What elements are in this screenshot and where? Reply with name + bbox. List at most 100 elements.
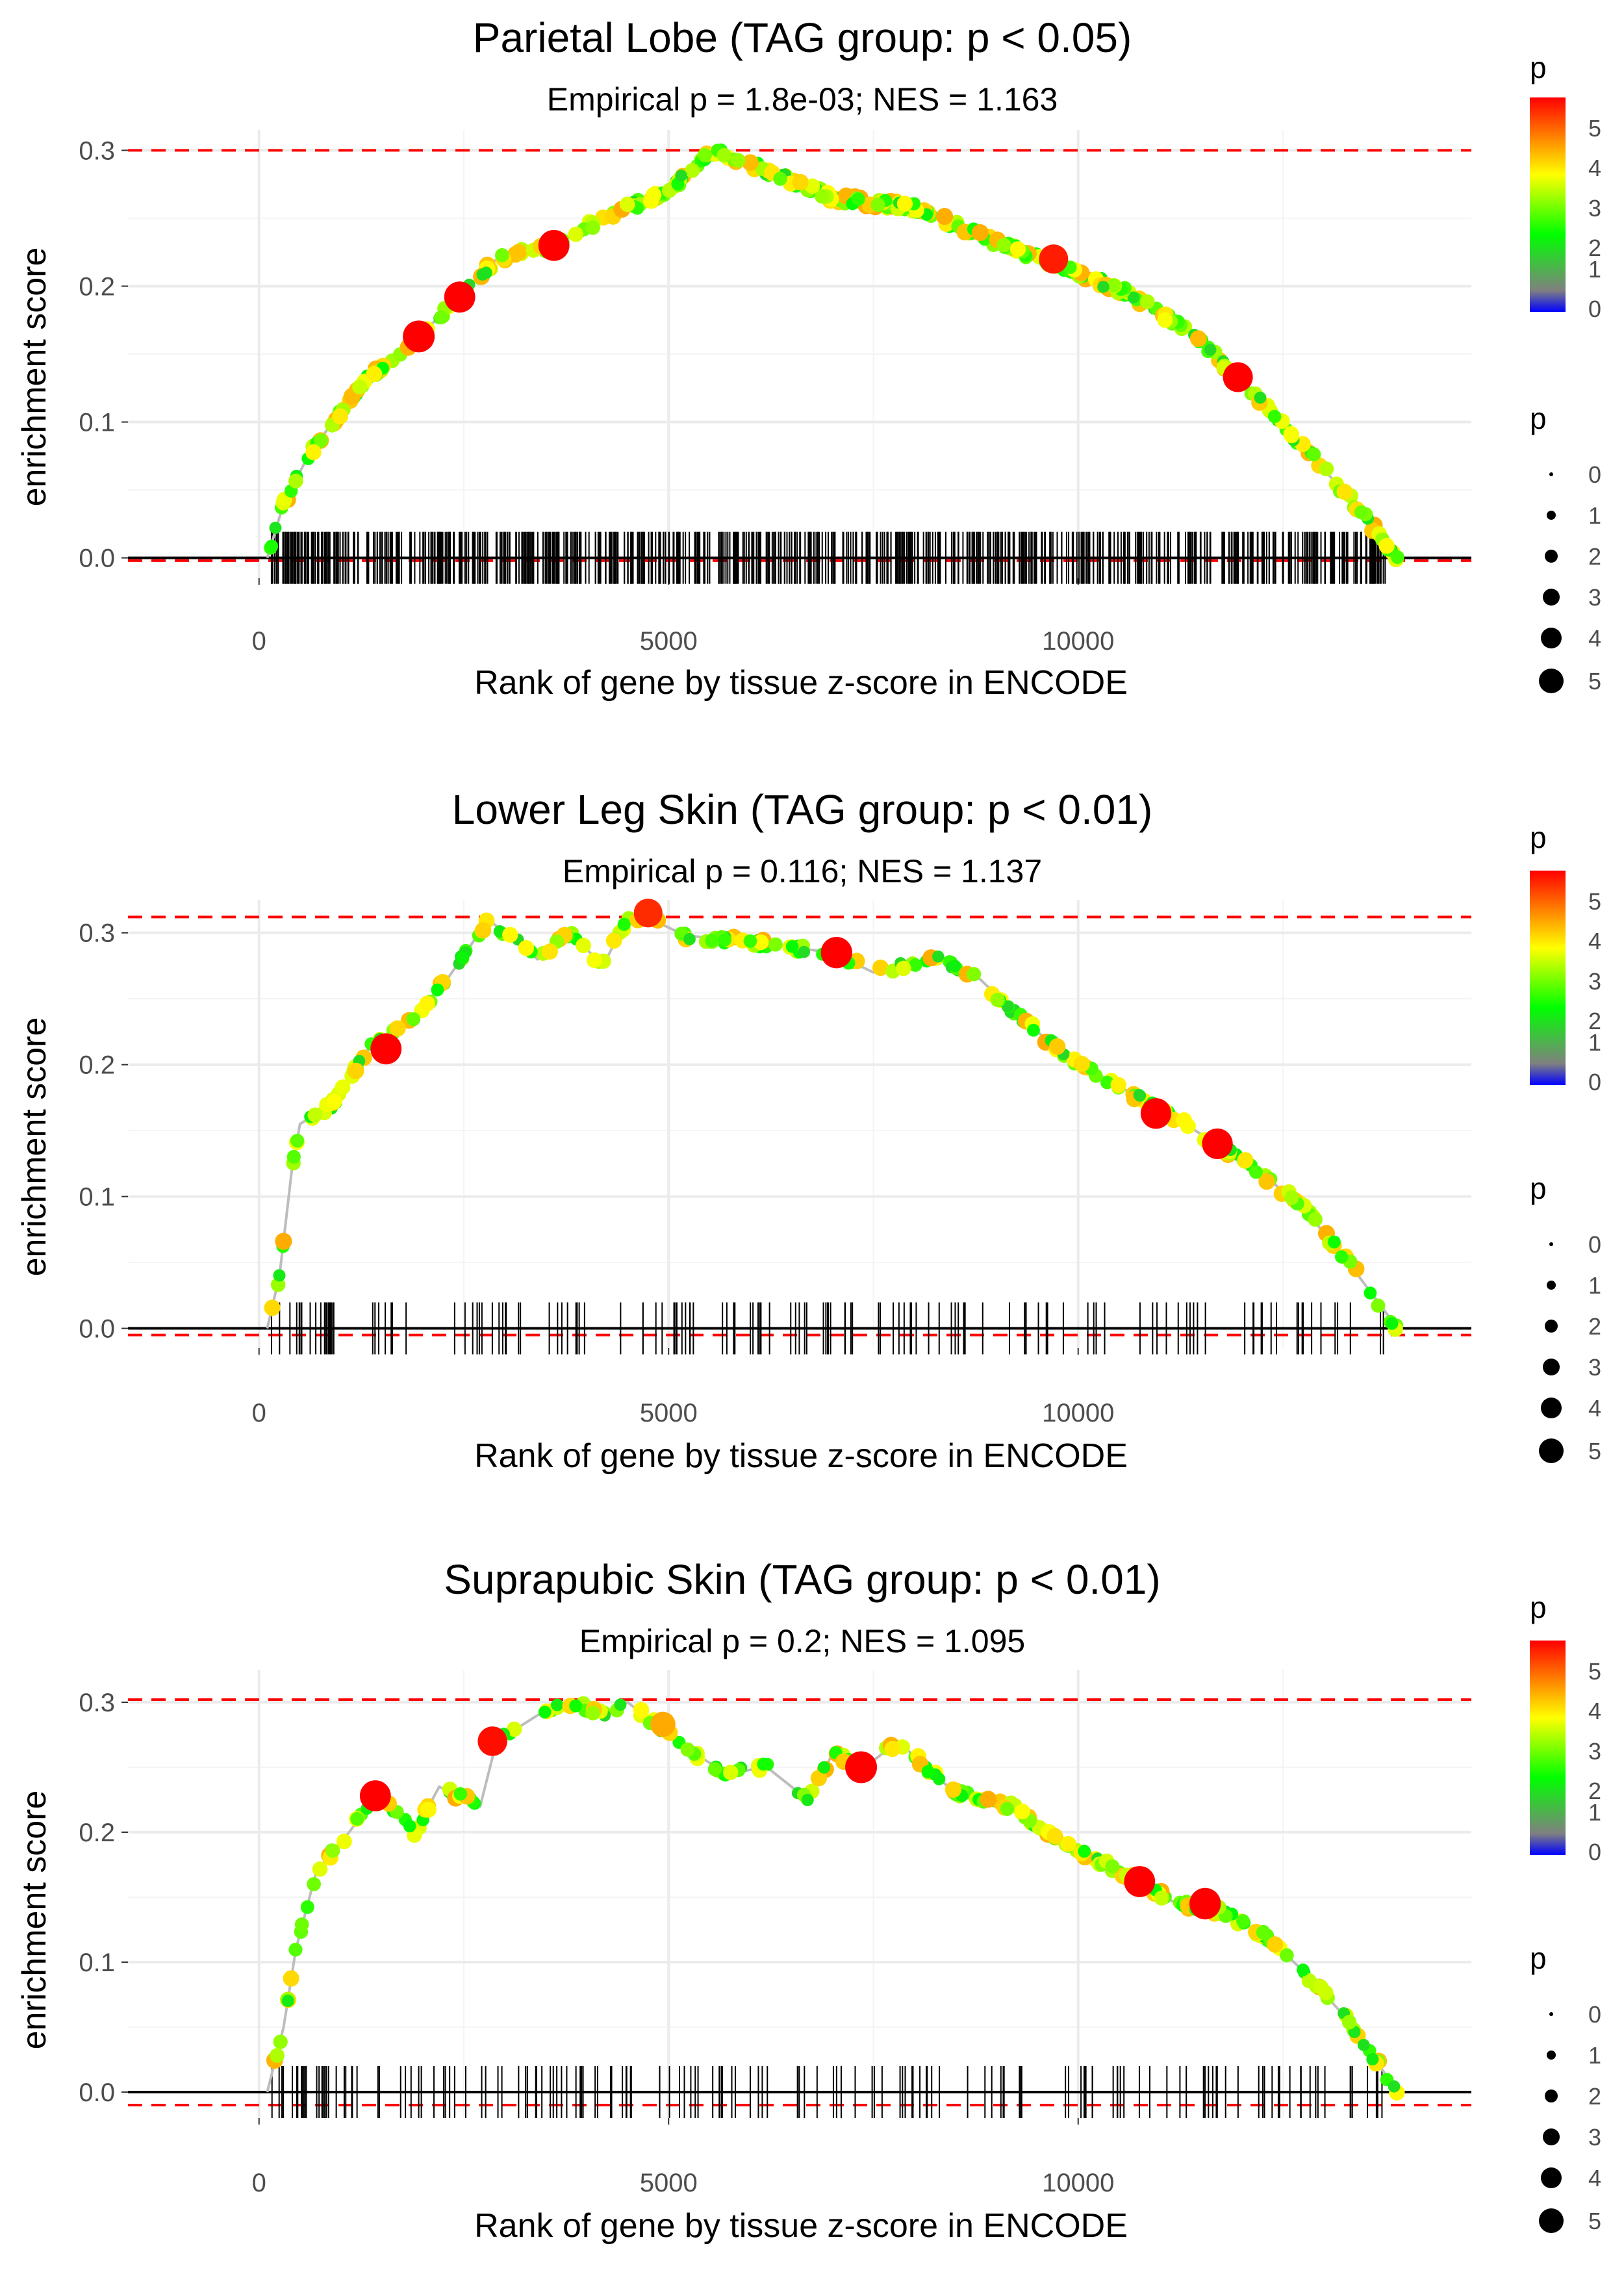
- enrichment-point: [313, 433, 328, 448]
- panel-1-size-key-4: [1541, 628, 1562, 648]
- enrichment-point: [273, 2034, 288, 2049]
- panel-2-size-key-5: [1539, 1438, 1564, 1463]
- enrichment-point: [810, 1770, 828, 1787]
- enrichment-point: [1237, 1152, 1254, 1169]
- panel-2-size-label-3: 3: [1588, 1354, 1601, 1381]
- enrichment-point: [742, 154, 759, 172]
- enrichment-point: [332, 408, 349, 425]
- panel-2-size-label-1: 1: [1588, 1272, 1601, 1299]
- enrichment-point: [801, 1793, 814, 1806]
- enrichment-point: [431, 983, 444, 997]
- panel-3-size-key-1: [1547, 2050, 1556, 2060]
- enrichment-point: [680, 1742, 695, 1757]
- enrichment-point: [336, 1833, 352, 1850]
- y-tick-label: 0.3: [79, 1689, 115, 1717]
- enrichment-point: [683, 933, 696, 945]
- enrichment-point: [419, 995, 435, 1012]
- enrichment-point: [1249, 1165, 1263, 1179]
- enrichment-point: [646, 186, 662, 203]
- enrichment-point: [585, 220, 600, 235]
- enrichment-point: [743, 934, 757, 948]
- panel-1-size-legend: p 0 1 2 3 4 5: [1530, 402, 1601, 695]
- panel-3-title: Suprapubic Skin (TAG group: p < 0.01): [444, 1556, 1160, 1603]
- enrichment-point: [614, 1698, 627, 1711]
- enrichment-point: [389, 1020, 406, 1037]
- enrichment-point-highlight: [538, 229, 570, 261]
- enrichment-point: [1258, 1173, 1275, 1190]
- enrichment-point: [1236, 1913, 1250, 1928]
- enrichment-point-highlight: [1189, 1887, 1221, 1920]
- panel-1-color-legend: p 5 4 3 2 1 0: [1530, 51, 1601, 322]
- enrichment-point: [290, 1134, 305, 1148]
- panel-2-color-legend-title: p: [1530, 821, 1547, 854]
- enrichment-point-highlight: [633, 899, 663, 928]
- enrichment-point: [434, 310, 448, 325]
- panel-1-color-label-1: 1: [1588, 256, 1601, 283]
- panel-3-color-label-5: 5: [1588, 1658, 1601, 1685]
- panel-3-size-legend: p 0 1 2 3 4 5: [1530, 1941, 1601, 2234]
- enrichment-point: [1009, 241, 1026, 257]
- enrichment-point: [283, 1970, 299, 1987]
- panel-3-size-key-3: [1543, 2128, 1560, 2145]
- enrichment-point: [1336, 483, 1353, 500]
- enrichment-point-highlight: [1039, 244, 1069, 274]
- panel-3-size-key-0: [1549, 2012, 1553, 2016]
- panel-3-size-label-2: 2: [1588, 2083, 1601, 2110]
- enrichment-point: [1301, 1973, 1317, 1989]
- enrichment-point: [932, 950, 945, 963]
- panel-2-y-axis-title: enrichment score: [16, 1017, 53, 1277]
- enrichment-point: [1189, 330, 1207, 348]
- enrichment-point: [275, 1233, 292, 1250]
- enrichment-point-highlight: [1202, 1128, 1233, 1160]
- y-tick-label: 0.0: [79, 2078, 115, 2107]
- panel-1-size-label-2: 2: [1588, 543, 1601, 570]
- enrichment-point: [990, 992, 1005, 1008]
- enrichment-point: [585, 1706, 600, 1720]
- panel-2-size-label-2: 2: [1588, 1313, 1601, 1340]
- enrichment-point: [870, 198, 885, 212]
- panel-2-color-label-0: 0: [1588, 1069, 1601, 1095]
- panel-3-size-label-4: 4: [1588, 2165, 1601, 2191]
- panel-2-color-bar: [1530, 871, 1566, 1085]
- panel-3-size-label-3: 3: [1588, 2124, 1601, 2151]
- enrichment-point: [1364, 1286, 1377, 1300]
- enrichment-point: [518, 939, 535, 956]
- enrichment-point: [605, 932, 622, 949]
- panel-1-title: Parietal Lobe (TAG group: p < 0.05): [473, 14, 1132, 61]
- enrichment-point: [1000, 1802, 1015, 1816]
- enrichment-point: [1176, 1112, 1192, 1129]
- enrichment-point: [1204, 344, 1217, 356]
- enrichment-point: [1308, 1212, 1323, 1227]
- enrichment-point: [785, 940, 799, 953]
- enrichment-point: [675, 170, 687, 182]
- enrichment-point: [773, 172, 787, 186]
- enrichment-point: [1106, 278, 1121, 293]
- x-tick-label: 0: [252, 627, 266, 656]
- enrichment-point: [305, 444, 322, 461]
- enrichment-point: [294, 1917, 309, 1932]
- panel-3-size-label-0: 0: [1588, 2001, 1601, 2028]
- enrichment-point: [852, 192, 865, 206]
- y-tick-label: 0.1: [79, 1948, 115, 1977]
- enrichment-point: [1334, 1250, 1349, 1264]
- y-tick-label: 0.3: [79, 136, 115, 165]
- enrichment-point-highlight: [650, 1711, 676, 1737]
- enrichment-point: [1267, 409, 1282, 424]
- panel-1-color-label-5: 5: [1588, 115, 1601, 142]
- panel-3-subtitle: Empirical p = 0.2; NES = 1.095: [579, 1623, 1025, 1659]
- enrichment-point: [1048, 1038, 1066, 1055]
- enrichment-points: [266, 1696, 1405, 2101]
- panel-3-color-label-4: 4: [1588, 1698, 1601, 1724]
- enrichment-point: [945, 1781, 961, 1798]
- panel-1-color-label-3: 3: [1588, 195, 1601, 222]
- panel-3-color-label-0: 0: [1588, 1839, 1601, 1865]
- panel-2-subtitle: Empirical p = 0.116; NES = 1.137: [563, 853, 1042, 889]
- enrichment-point: [569, 1699, 583, 1713]
- enrichment-point: [731, 153, 746, 168]
- panel-1-size-legend-title: p: [1530, 402, 1547, 435]
- enrichment-point-highlight: [444, 281, 476, 313]
- enrichment-point: [948, 959, 961, 973]
- enrichment-point-highlight: [477, 1726, 507, 1756]
- enrichment-point: [1139, 294, 1155, 309]
- y-tick-label: 0.2: [79, 1051, 115, 1080]
